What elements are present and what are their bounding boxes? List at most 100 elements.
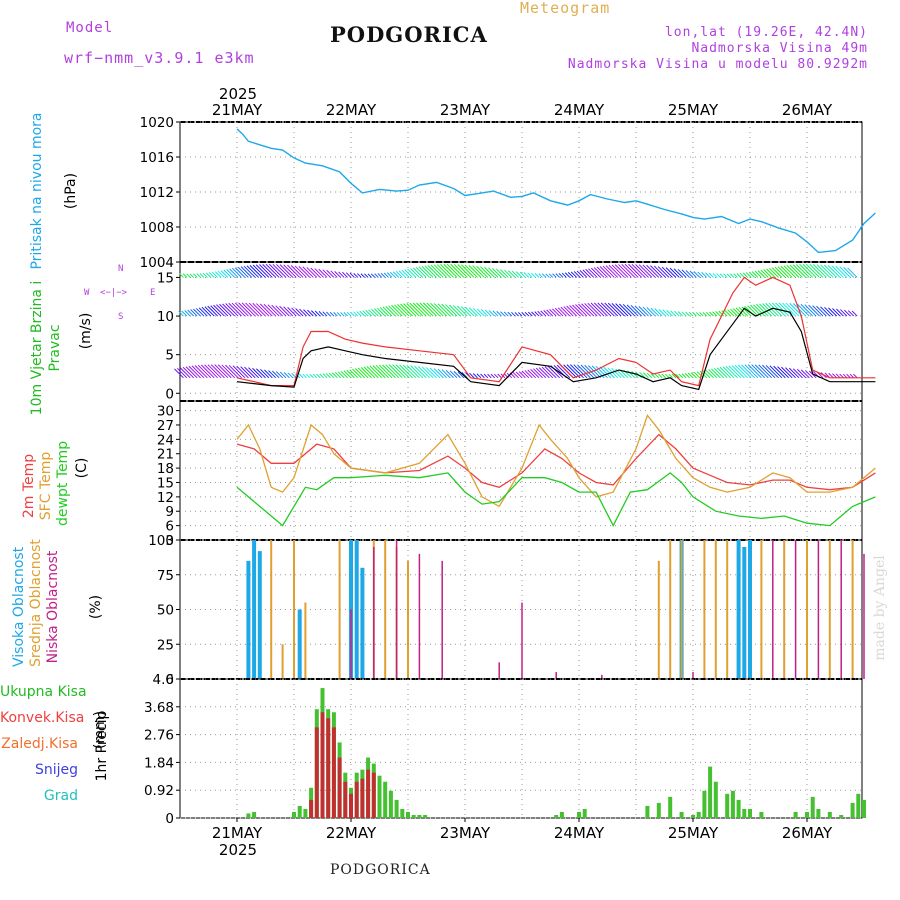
wind-barb [702, 312, 708, 317]
precip-bar-1 [314, 727, 319, 818]
wind-barb [238, 302, 253, 317]
wind-barb [207, 364, 222, 379]
wind-barb [816, 305, 827, 317]
wind-barb [665, 373, 670, 379]
cloud-bar-1 [304, 602, 307, 679]
precip-bar-0 [736, 799, 741, 818]
wind-barb [234, 302, 249, 317]
wind-barb [305, 373, 311, 379]
wind-barb [602, 265, 615, 278]
wind-barb [441, 369, 451, 379]
wind-barb [670, 310, 677, 317]
wind-barb [560, 306, 571, 317]
wind-barb [256, 303, 270, 317]
precip-bar-0 [856, 793, 861, 818]
wind-barb [437, 303, 451, 317]
precip-bar-1 [360, 778, 365, 818]
wind-barb [835, 373, 841, 379]
cloud-bar-1 [783, 540, 786, 679]
top-day-label: 21MAY [212, 101, 263, 119]
wind-barb [291, 307, 301, 317]
cloud-bar-2 [601, 674, 603, 679]
cloud-bar-1 [657, 560, 660, 679]
wind-barb [480, 309, 489, 317]
wind-barb [727, 309, 735, 317]
wind-barb [430, 264, 444, 278]
wind-barb [843, 309, 851, 317]
wind-barb [302, 266, 314, 278]
cloud-bar-0 [297, 609, 302, 679]
wind-barb [541, 273, 547, 278]
precip-bar-1 [354, 781, 359, 818]
precip-bar-0 [805, 811, 809, 818]
wind-barb [318, 311, 324, 317]
wind-barb [570, 271, 578, 278]
wind-barb [800, 369, 810, 379]
cloud-bar-2 [555, 672, 557, 679]
wind-barb [739, 272, 745, 278]
page-title: PODGORICA [330, 22, 488, 47]
wind-barb [777, 266, 790, 278]
wind-barb [796, 264, 810, 278]
precip-bar-1 [337, 757, 342, 818]
wind-barb [287, 307, 297, 317]
wind-barb [552, 308, 560, 317]
precip-bar-0 [303, 808, 308, 818]
wind-barb [596, 266, 608, 278]
top-day-label: 22MAY [326, 101, 377, 119]
wind-barb [812, 264, 827, 278]
wind-barb [515, 271, 523, 278]
precip-bar-0 [411, 814, 416, 818]
wind-barb [337, 371, 345, 379]
wind-barb [681, 311, 687, 317]
precip-bar-0 [383, 781, 388, 818]
wind-barb [570, 364, 584, 379]
wind-barb [677, 311, 684, 317]
wind-barb [492, 310, 499, 317]
wind-barb [738, 306, 749, 317]
wind-barb [200, 364, 215, 379]
wind-barb [476, 373, 482, 379]
wind-barb [306, 267, 318, 278]
wind-barb [685, 311, 690, 317]
wind-barb [631, 263, 646, 278]
cloud-bar-0 [257, 551, 262, 679]
wind-barb [711, 368, 721, 379]
wind-barb [504, 269, 513, 278]
wind-barb [628, 263, 643, 278]
wind-barb [363, 366, 376, 379]
wind-barb [668, 373, 673, 379]
y-tick-label: 1008 [140, 220, 174, 236]
wind-barb [827, 265, 841, 278]
wind-barb [578, 303, 591, 317]
wind-barb [665, 267, 677, 278]
wind-barb [245, 302, 260, 317]
wind-barb [307, 309, 314, 317]
precip-bar-1 [349, 793, 353, 818]
wind-barb [276, 264, 290, 278]
wind-barb [275, 371, 283, 379]
precip-legend: Ukupna Kisa Konvek.Kisa Zaledj.Kisa Snij… [0, 682, 110, 822]
wind-barb [745, 272, 752, 278]
wind-barb [549, 309, 557, 317]
wind-barb [394, 304, 407, 317]
precip-bar-0 [850, 802, 855, 818]
wind-barb [788, 367, 800, 379]
wind-barb [326, 269, 335, 278]
wind-barb [741, 364, 755, 379]
wind-barb [333, 312, 338, 317]
wind-barb [263, 303, 277, 317]
wind-barb [832, 308, 841, 317]
temp-line-0 [236, 433, 876, 491]
wind-barb [544, 366, 557, 379]
wind-barb [511, 311, 516, 317]
wind-barb [599, 266, 612, 278]
cloud-bar-1 [270, 540, 273, 679]
wind-barb [449, 304, 461, 317]
wind-barb [395, 364, 410, 379]
wind-barb [534, 311, 540, 317]
wind-barb [318, 268, 328, 278]
top-day-label: 23MAY [440, 101, 491, 119]
cloud-bar-0 [246, 560, 251, 679]
